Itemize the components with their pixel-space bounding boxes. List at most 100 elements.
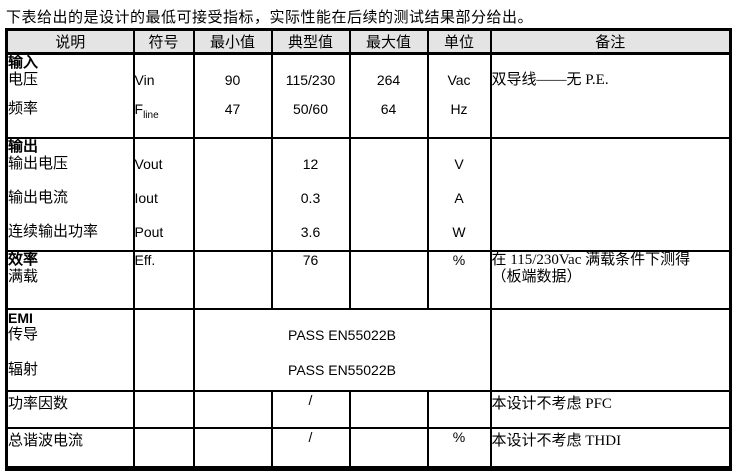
cell-input-desc: 输入 电压 频率: [5, 52, 135, 139]
cell-input-unit: Vac Hz: [426, 52, 492, 139]
header-min: 最小值: [192, 28, 273, 55]
cell-input-min: 90 47: [192, 52, 273, 139]
cell-emi-desc: EMI 传导 辐射: [5, 307, 135, 392]
cell-output-symbol: Vout Iout Pout: [132, 136, 195, 252]
cell-eff-unit: %: [426, 249, 492, 310]
cell-eff-typ: 76: [270, 249, 351, 310]
header-remark: 备注: [489, 28, 732, 55]
unit-w: W: [452, 223, 466, 240]
label-thd: 总谐波电流: [8, 432, 84, 449]
cell-input-remark: 双导线——无 P.E.: [489, 52, 732, 139]
value-vin-max: 264: [376, 72, 401, 88]
label-full-load: 满载: [8, 268, 39, 285]
cell-emi-remark-empty: [489, 307, 732, 392]
unit-vac: Vac: [447, 72, 471, 88]
value-fline-min: 47: [224, 101, 241, 117]
label-output-voltage: 输出电压: [8, 155, 69, 172]
cell-thd-max-empty: [348, 426, 429, 470]
unit-percent-eff: %: [452, 251, 466, 268]
row-power-factor: 功率因数 / 本设计不考虑 PFC: [5, 389, 732, 429]
cell-eff-remark: 在 115/230Vac 满载条件下测得 （板端数据）: [489, 249, 732, 310]
unit-percent-thd: %: [452, 428, 466, 445]
value-pf-typ: /: [308, 391, 313, 408]
symbol-vout: Vout: [134, 155, 163, 172]
cell-input-symbol: Vin Fline: [132, 52, 195, 139]
remark-eff-line1: 在 115/230Vac 满载条件下测得: [491, 251, 691, 268]
spec-table: 说明 符号 最小值 典型值 最大值 单位 备注 输入 电压 频率 Vin Fli…: [5, 28, 732, 471]
cell-output-typ: 12 0.3 3.6: [270, 136, 351, 252]
cell-output-min-empty: [192, 136, 273, 252]
label-conducted: 传导: [8, 326, 39, 343]
cell-thd-symbol-empty: [132, 426, 195, 470]
cell-eff-max-empty: [348, 249, 429, 310]
result-conducted: PASS EN55022B: [288, 326, 396, 343]
header-row: 说明 符号 最小值 典型值 最大值 单位 备注: [5, 28, 732, 55]
row-output: 输出 输出电压 输出电流 连续输出功率 Vout Iout Pout 12: [5, 136, 732, 252]
section-title-efficiency: 效率: [8, 251, 39, 268]
label-input-voltage: 电压: [8, 72, 39, 88]
header-typ: 典型值: [270, 28, 351, 55]
section-title-emi: EMI: [8, 309, 33, 326]
symbol-pout: Pout: [134, 223, 164, 240]
row-thd: 总谐波电流 / % 本设计不考虑 THDI: [5, 426, 732, 470]
label-power-factor: 功率因数: [8, 395, 69, 412]
value-fline-typ: 50/60: [292, 101, 329, 117]
cell-pf-unit-empty: [426, 389, 492, 429]
cell-thd-typ: /: [270, 426, 351, 470]
symbol-fline: Fline: [134, 101, 159, 121]
value-eff-typ: 76: [302, 251, 319, 268]
header-max: 最大值: [348, 28, 429, 55]
section-title-output: 输出: [8, 138, 39, 155]
cell-eff-desc: 效率 满载: [5, 249, 135, 310]
section-title-input: 输入: [8, 55, 39, 72]
value-vin-min: 90: [224, 72, 241, 88]
symbol-iout: Iout: [134, 189, 158, 206]
cell-output-remark-empty: [489, 136, 732, 252]
intro-text: 下表给出的是设计的最低可接受指标，实际性能在后续的测试结果部分给出。: [6, 10, 534, 26]
value-vin-typ: 115/230: [285, 72, 336, 88]
label-input-frequency: 频率: [8, 101, 39, 117]
cell-pf-symbol-empty: [132, 389, 195, 429]
unit-a: A: [454, 189, 464, 206]
result-radiated: PASS EN55022B: [288, 361, 396, 378]
row-emi: EMI 传导 辐射 PASS EN55022B PASS EN55022B: [5, 307, 732, 392]
cell-pf-desc: 功率因数: [5, 389, 135, 429]
value-iout-typ: 0.3: [300, 189, 321, 206]
header-unit: 单位: [426, 28, 492, 55]
cell-pf-remark: 本设计不考虑 PFC: [489, 389, 732, 429]
label-output-power: 连续输出功率: [8, 223, 99, 240]
value-fline-max: 64: [380, 101, 397, 117]
cell-thd-min-empty: [192, 426, 273, 470]
cell-thd-remark: 本设计不考虑 THDI: [489, 426, 732, 470]
row-input: 输入 电压 频率 Vin Fline 90 47 115/230: [5, 52, 732, 139]
remark-pf: 本设计不考虑 PFC: [491, 395, 612, 412]
cell-pf-min-empty: [192, 389, 273, 429]
row-efficiency: 效率 满载 Eff. 76 % 在 115/230Vac 满载条件下测得 （板端…: [5, 249, 732, 310]
cell-output-max-empty: [348, 136, 429, 252]
cell-input-max: 264 64: [348, 52, 429, 139]
symbol-vin: Vin: [134, 72, 155, 88]
remark-input: 双导线——无 P.E.: [491, 72, 609, 88]
header-symbol: 符号: [132, 28, 195, 55]
unit-v: V: [454, 155, 464, 172]
symbol-eff: Eff.: [134, 251, 156, 268]
unit-hz: Hz: [450, 101, 468, 117]
cell-emi-symbol-empty: [132, 307, 195, 392]
value-pout-typ: 3.6: [300, 223, 321, 240]
remark-thd: 本设计不考虑 THDI: [491, 432, 622, 449]
cell-thd-unit: %: [426, 426, 492, 470]
cell-input-typ: 115/230 50/60: [270, 52, 351, 139]
cell-pf-max-empty: [348, 389, 429, 429]
cell-eff-symbol: Eff.: [132, 249, 195, 310]
cell-emi-results: PASS EN55022B PASS EN55022B: [192, 307, 492, 392]
header-desc: 说明: [5, 28, 135, 55]
cell-output-desc: 输出 输出电压 输出电流 连续输出功率: [5, 136, 135, 252]
cell-output-unit: V A W: [426, 136, 492, 252]
label-radiated: 辐射: [8, 361, 39, 378]
cell-thd-desc: 总谐波电流: [5, 426, 135, 470]
label-output-current: 输出电流: [8, 189, 69, 206]
value-thd-typ: /: [308, 428, 313, 445]
remark-eff-line2: （板端数据）: [491, 268, 582, 285]
cell-pf-typ: /: [270, 389, 351, 429]
